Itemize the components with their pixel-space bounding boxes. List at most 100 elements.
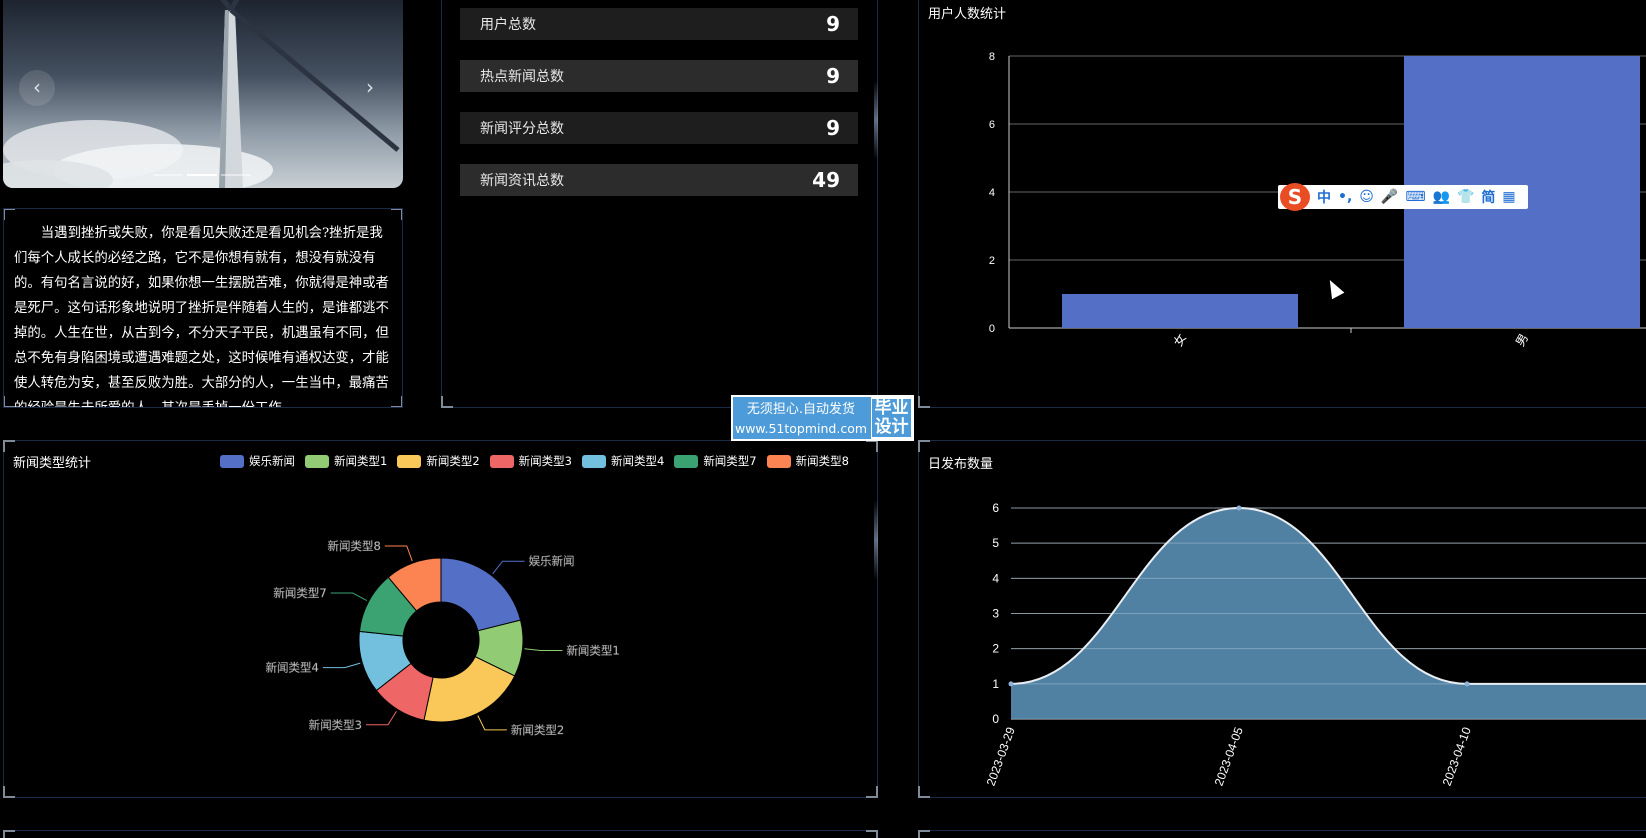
carousel-dot[interactable] <box>221 174 251 176</box>
legend-item[interactable]: 娱乐新闻 <box>220 453 295 469</box>
y-tick-label: 3 <box>992 607 999 621</box>
promo-watermark: 无须担心.自动发货 www.51topmind.com 毕业 设计 <box>731 395 914 441</box>
watermark-line1: 无须担心.自动发货 <box>746 402 856 417</box>
legend-label: 娱乐新闻 <box>249 454 295 468</box>
pie-label: 新闻类型8 <box>327 539 380 553</box>
legend-swatch <box>766 454 791 468</box>
chart-title: 新闻类型统计 <box>13 456 92 471</box>
legend-swatch <box>581 454 606 468</box>
legend-swatch <box>489 454 514 468</box>
news-type-chart-panel: 新闻类型统计 娱乐新闻 新闻类型1 新闻类型2 新闻类型3 新闻类型4 新闻类型7 新闻类型… <box>3 440 878 798</box>
pie-label-line <box>477 715 507 731</box>
pie-slice <box>387 557 442 612</box>
x-tick-label: 女 <box>1170 331 1189 349</box>
legend-item[interactable]: 新闻类型4 <box>581 453 665 469</box>
legend-item[interactable]: 新闻类型3 <box>489 453 572 469</box>
stats-panel: 用户总数 9 热点新闻总数 9 新闻评分总数 9 新闻资讯总数 49 <box>441 0 878 408</box>
legend-item[interactable]: 新闻类型8 <box>766 453 849 469</box>
y-tick-label: 0 <box>989 323 995 335</box>
stat-value: 9 <box>826 116 840 140</box>
y-tick-label: 0 <box>992 712 999 726</box>
sogou-logo-icon[interactable]: S <box>1280 183 1310 211</box>
carousel-prev-button[interactable]: ‹ <box>19 70 55 106</box>
watermark-badge1: 毕业 <box>872 399 911 418</box>
x-tick-label: 2023-03-29 <box>984 725 1018 788</box>
stat-value: 9 <box>826 64 840 88</box>
legend-swatch <box>397 454 422 468</box>
ime-toolbar[interactable]: S 中 •, ☺ 🎤 ⌨ 👥 👕 简 ▦ <box>1278 183 1528 211</box>
legend-label: 新闻类型7 <box>703 454 757 468</box>
bottom-panel-right <box>918 830 1646 838</box>
ime-toolbox-icon[interactable]: ▦ <box>1502 189 1516 205</box>
legend-swatch <box>674 454 699 468</box>
ime-chinese-mode[interactable]: 中 <box>1317 190 1331 206</box>
legend-label: 新闻类型2 <box>426 454 480 468</box>
ime-simplified-mode[interactable]: 简 <box>1481 190 1496 206</box>
stat-label: 新闻评分总数 <box>480 121 564 137</box>
ime-mic-icon[interactable]: 🎤 <box>1380 189 1399 205</box>
y-tick-label: 6 <box>989 119 995 131</box>
pie-slice <box>440 557 522 632</box>
daily-publish-chart-panel: 日发布数量 0 1 2 3 4 5 6 2023-03-29 2023-04-05 2023-04… <box>918 440 1646 798</box>
watermark-badge2: 设计 <box>872 418 911 437</box>
x-tick-label: 2023-04-10 <box>1440 725 1474 788</box>
legend-label: 新闻类型4 <box>610 454 665 468</box>
ime-user-icon[interactable]: 👥 <box>1432 189 1450 205</box>
data-point <box>1464 681 1470 687</box>
bar <box>1062 294 1298 328</box>
carousel-dot[interactable] <box>153 174 183 176</box>
ime-punctuation-icon[interactable]: •, <box>1338 189 1353 205</box>
legend-swatch <box>305 454 329 468</box>
stat-value: 49 <box>812 168 840 192</box>
decor-glow <box>874 80 878 160</box>
pie-label: 娱乐新闻 <box>529 554 575 568</box>
y-tick-label: 1 <box>992 677 999 691</box>
stat-label: 热点新闻总数 <box>480 69 564 85</box>
stat-user-total: 用户总数 9 <box>460 8 858 40</box>
legend-label: 新闻类型3 <box>518 454 572 468</box>
stat-news-rating-total: 新闻评分总数 9 <box>460 112 858 144</box>
stat-hot-news-total: 热点新闻总数 9 <box>460 60 858 92</box>
legend-item[interactable]: 新闻类型1 <box>305 453 387 469</box>
quote-text: 当遇到挫折或失败，你是看见失败还是看见机会?挫折是我们每个人成长的必经之路，它不… <box>14 226 389 407</box>
carousel-next-button[interactable]: › <box>366 75 374 99</box>
stat-label: 新闻资讯总数 <box>480 173 564 189</box>
stat-label: 用户总数 <box>480 17 536 33</box>
quote-panel: 当遇到挫折或失败，你是看见失败还是看见机会?挫折是我们每个人成长的必经之路，它不… <box>3 208 403 408</box>
stat-value: 9 <box>826 12 840 36</box>
chart-title: 用户人数统计 <box>928 7 1007 22</box>
daily-publish-area-chart: 0 1 2 3 4 5 6 2023-03-29 2023-04-05 2023-04-10 <box>984 501 1646 788</box>
data-point <box>1008 681 1014 687</box>
carousel-indicators[interactable] <box>153 174 251 176</box>
stat-news-info-total: 新闻资讯总数 49 <box>460 164 858 196</box>
pie-legend[interactable]: 娱乐新闻 新闻类型1 新闻类型2 新闻类型3 新闻类型4 新闻类型7 新闻类型8 <box>220 453 849 469</box>
legend-label: 新闻类型8 <box>795 454 849 468</box>
legend-label: 新闻类型1 <box>334 454 388 468</box>
ime-emoji-icon[interactable]: ☺ <box>1359 189 1374 205</box>
pie-label-line <box>524 648 563 651</box>
legend-item[interactable]: 新闻类型7 <box>674 453 757 469</box>
y-tick-label: 8 <box>989 51 995 63</box>
wind-turbine-image <box>3 0 400 188</box>
pie-label: 新闻类型1 <box>566 643 619 657</box>
ime-keyboard-icon[interactable]: ⌨ <box>1405 189 1426 205</box>
x-tick-label: 男 <box>1513 331 1531 348</box>
y-tick-label: 6 <box>992 501 999 515</box>
y-tick-label: 2 <box>992 642 999 656</box>
ime-skin-icon[interactable]: 👕 <box>1456 189 1475 205</box>
pie-label-line <box>330 592 368 602</box>
pie-slice <box>423 655 516 723</box>
pie-label: 新闻类型7 <box>273 586 326 600</box>
pie-label-line <box>322 662 361 669</box>
carousel-dot[interactable] <box>187 174 217 176</box>
pie-label-line <box>366 710 397 726</box>
legend-item[interactable]: 新闻类型2 <box>397 453 480 469</box>
bottom-panel-left <box>3 830 878 838</box>
pie-label: 新闻类型2 <box>511 723 564 737</box>
decor-glow <box>874 500 878 580</box>
y-tick-label: 4 <box>989 187 995 199</box>
y-tick-label: 2 <box>989 255 995 267</box>
y-tick-label: 5 <box>992 536 999 550</box>
chart-title: 日发布数量 <box>928 457 994 472</box>
image-carousel[interactable]: ‹ › <box>3 0 403 188</box>
